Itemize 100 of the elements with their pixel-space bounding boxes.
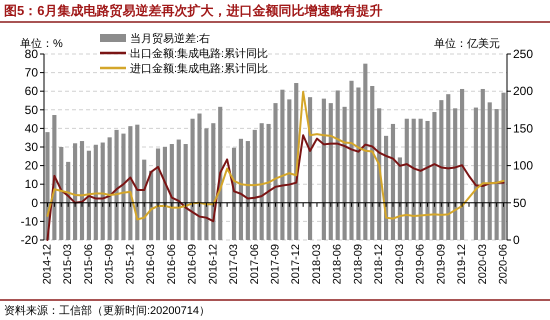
line-series — [46, 134, 505, 241]
y-tick-label: 60 — [24, 84, 38, 98]
x-tick-label: 2019-03 — [394, 244, 406, 284]
y2-tick-label: 150 — [513, 121, 534, 136]
bar — [439, 100, 444, 240]
text: 单位：% — [20, 37, 63, 50]
bar — [170, 144, 174, 240]
x-tick-label: 2016-12 — [207, 244, 220, 284]
bar — [260, 123, 264, 240]
x-tick-label: 2018-06 — [332, 244, 344, 284]
bar — [390, 124, 396, 240]
bar — [176, 140, 181, 240]
x-tick-label: 2018-03 — [310, 244, 323, 284]
x-tick-label: 2015-09 — [104, 244, 116, 284]
bar — [273, 103, 278, 240]
x-tick-label: 2014-12 — [41, 244, 54, 284]
bar — [190, 118, 195, 240]
bar — [100, 142, 105, 240]
bar — [412, 118, 416, 240]
bar — [453, 108, 458, 240]
bar — [86, 150, 91, 240]
bar — [322, 98, 326, 240]
y2-tick-label: 100 — [513, 158, 534, 173]
x-tick-label: 2017-06 — [248, 244, 261, 284]
x-tick-label: 2015-03 — [62, 244, 74, 284]
y-tick-label: 70 — [24, 66, 38, 80]
y2-tick-label: 0 — [513, 233, 520, 247]
bar — [156, 148, 160, 240]
y-tick-label: 40 — [24, 121, 38, 136]
bar — [94, 144, 98, 240]
bar — [108, 137, 112, 240]
y-tick-label: 0 — [31, 196, 38, 210]
bar — [356, 87, 360, 240]
bar — [494, 109, 499, 240]
bar — [398, 157, 402, 240]
x-tick-label: 2017-09 — [270, 244, 282, 284]
bar — [184, 144, 188, 240]
chart-title: 图5：6月集成电路贸易逆差再次扩大，进口金额同比增速略有提升 — [4, 3, 382, 18]
bar — [370, 86, 374, 240]
bar — [349, 80, 354, 240]
bar — [432, 112, 437, 240]
x-tick-label: 2019-06 — [414, 244, 427, 284]
x-tick-label: 2019-09 — [435, 244, 448, 284]
legend-label: 进口金额:集成电路:累计同比 — [130, 62, 268, 75]
bar — [121, 134, 126, 240]
bar — [80, 141, 84, 240]
bar — [66, 162, 70, 240]
bar — [135, 124, 140, 240]
bar — [238, 138, 244, 240]
y2-tick-label: 250 — [513, 47, 534, 61]
y2-tick-label: 200 — [513, 84, 534, 98]
y-tick-label: -20 — [20, 233, 38, 247]
bar — [328, 103, 333, 240]
x-tick-label: 2018-09 — [352, 244, 364, 284]
bar — [488, 102, 492, 240]
bar — [128, 126, 132, 240]
bar — [446, 94, 450, 240]
bar — [287, 99, 292, 240]
line-series — [46, 90, 505, 220]
bar — [114, 130, 119, 240]
x-tick-label: 2017-12 — [290, 244, 302, 284]
bar — [377, 108, 382, 240]
bar — [501, 92, 506, 240]
y2-tick-label: 50 — [513, 196, 527, 210]
bar — [162, 147, 168, 240]
bar — [197, 114, 202, 240]
bar — [246, 141, 250, 240]
bar — [252, 130, 257, 240]
bar — [336, 90, 340, 240]
text: 单位：亿美元 — [434, 37, 500, 50]
bar — [308, 97, 312, 240]
bar — [280, 90, 284, 240]
bar — [404, 118, 409, 240]
bar — [363, 64, 368, 240]
bar — [425, 120, 430, 240]
legend-label: 出口金额:集成电路:累计同比 — [130, 47, 268, 60]
bar — [480, 88, 485, 240]
legend-label: 当月贸易逆差:右 — [130, 32, 210, 45]
text: 资料来源：工信部（更新时间:20200714） — [4, 304, 210, 317]
bar — [266, 124, 271, 240]
y-tick-label: 50 — [24, 102, 38, 117]
x-tick-label: 2015-12 — [124, 244, 136, 284]
bar — [474, 108, 478, 240]
bar — [460, 88, 464, 240]
bar — [73, 143, 78, 240]
bar — [59, 147, 64, 240]
x-tick-label: 2018-12 — [373, 244, 386, 284]
bar — [142, 160, 146, 240]
x-tick-label: 2016-09 — [186, 244, 199, 284]
bar — [211, 123, 216, 240]
y-tick-label: -10 — [20, 214, 38, 228]
x-tick-label: 2015-06 — [82, 244, 95, 284]
y-tick-label: 80 — [24, 47, 38, 61]
y-tick-label: 10 — [24, 177, 38, 192]
x-tick-label: 2020-03 — [476, 244, 489, 284]
x-tick-label: 2017-03 — [228, 244, 240, 284]
bar — [204, 128, 208, 240]
y-tick-label: 20 — [24, 158, 38, 173]
bar — [418, 118, 423, 240]
x-tick-label: 2016-06 — [166, 244, 178, 284]
